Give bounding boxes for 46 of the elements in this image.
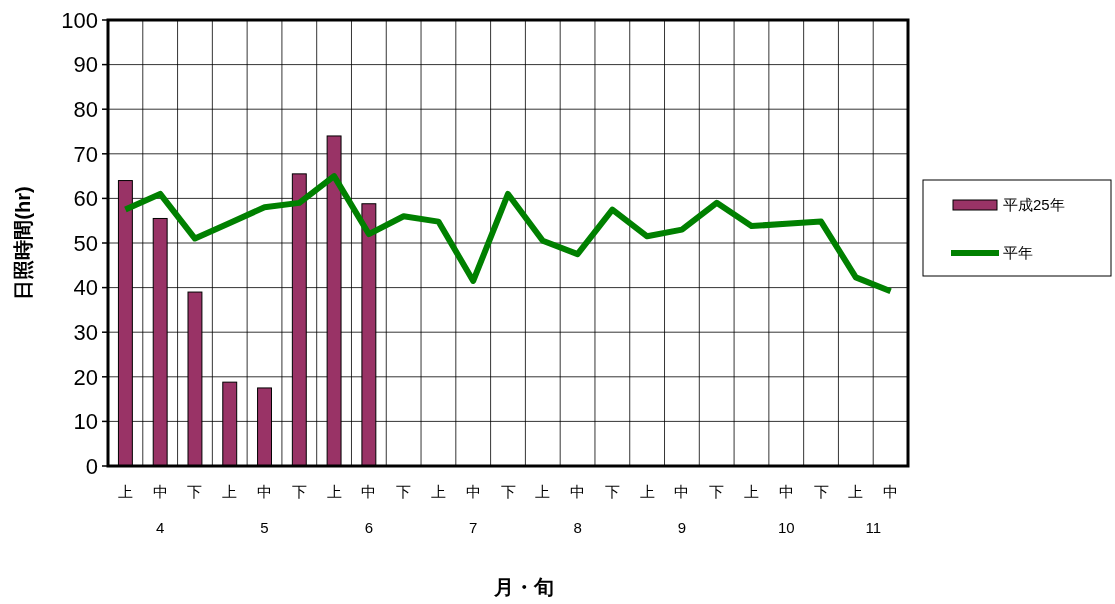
x-tick-label: 中 xyxy=(674,483,690,500)
x-tick-label: 中 xyxy=(152,483,168,500)
y-tick-label: 50 xyxy=(73,230,98,256)
text: 8 xyxy=(573,519,582,536)
text: 6 xyxy=(364,519,374,536)
x-tick-label: 下 xyxy=(709,483,725,500)
text: 4 xyxy=(156,519,165,536)
text: 7 xyxy=(469,519,478,536)
text: 10 xyxy=(777,519,795,536)
x-tick-label: 中 xyxy=(465,483,481,500)
y-tick-label: 80 xyxy=(73,96,98,122)
y-tick-label: 70 xyxy=(73,141,98,167)
x-tick-label: 中 xyxy=(778,483,794,500)
x-tick-label: 下 xyxy=(813,483,829,500)
x-tick-label: 上 xyxy=(117,483,133,500)
x-tick-label: 上 xyxy=(743,483,759,500)
y-tick-label: 60 xyxy=(73,186,98,212)
y-tick-label: 90 xyxy=(73,52,98,78)
x-tick-label: 中 xyxy=(883,483,899,500)
x-tick-label: 上 xyxy=(326,483,342,500)
x-axis-title: 月・旬 xyxy=(493,576,554,598)
x-tick-label: 下 xyxy=(604,483,620,500)
y-tick-label: 40 xyxy=(73,275,98,301)
y-tick-label: 100 xyxy=(61,7,98,33)
y-tick-label: 30 xyxy=(73,319,98,345)
y-tick-label: 10 xyxy=(73,409,98,435)
x-tick-label: 中 xyxy=(361,483,377,500)
y-axis-title: 日照時間(hr) xyxy=(12,186,34,300)
x-tick-label: 下 xyxy=(396,483,412,500)
x-tick-label: 上 xyxy=(848,483,864,500)
x-tick-label: 上 xyxy=(222,483,238,500)
y-tick-label: 0 xyxy=(85,453,98,479)
legend-label: 平成25年 xyxy=(1003,196,1065,214)
x-tick-label: 下 xyxy=(187,483,203,500)
legend-label: 平年 xyxy=(1003,244,1033,262)
x-tick-label: 下 xyxy=(291,483,307,500)
x-tick-label: 上 xyxy=(430,483,446,500)
text: 11 xyxy=(865,519,882,536)
x-tick-label: 上 xyxy=(535,483,551,500)
x-tick-label: 下 xyxy=(500,483,516,500)
x-tick-label: 中 xyxy=(570,483,586,500)
text: 9 xyxy=(677,519,687,536)
text: 5 xyxy=(260,519,269,536)
y-tick-label: 20 xyxy=(73,364,98,390)
x-tick-label: 上 xyxy=(639,483,655,500)
x-tick-label: 中 xyxy=(257,483,273,500)
